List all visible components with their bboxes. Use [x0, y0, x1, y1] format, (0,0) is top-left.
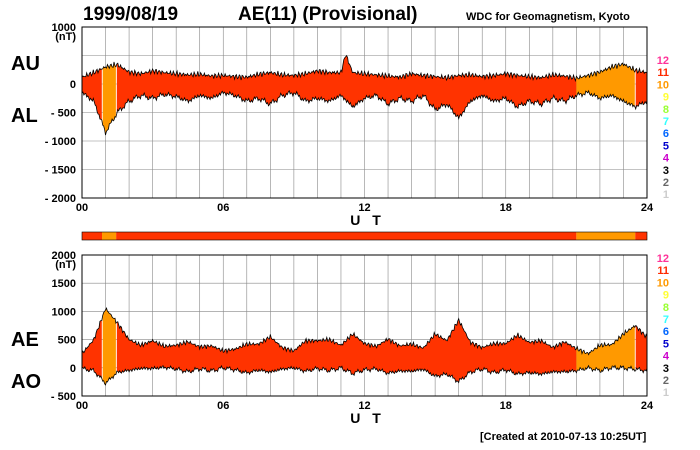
strip-segment-3 — [576, 232, 636, 240]
activity-band-fill-0 — [82, 320, 102, 379]
legend-level-11: 11 — [657, 67, 669, 79]
legend-level-8: 8 — [663, 104, 669, 116]
y-tick-label: - 500 — [51, 391, 76, 403]
legend-level-9: 9 — [663, 92, 669, 104]
y-tick-label: 1000 — [52, 22, 76, 34]
activity-band-fill-1 — [102, 62, 116, 135]
legend-level-12: 12 — [657, 253, 669, 265]
x-tick-label: 24 — [641, 202, 654, 214]
y-tick-label: 0 — [70, 79, 76, 91]
x-tick-label: 06 — [217, 202, 229, 214]
strip-segment-0 — [82, 232, 103, 240]
legend-level-4: 4 — [663, 351, 670, 363]
x-tick-label: 18 — [500, 400, 512, 412]
activity-band-fill-3 — [576, 325, 635, 373]
plot-frame — [81, 26, 648, 199]
al-series-line — [81, 89, 648, 136]
activity-band-fill-2 — [116, 318, 577, 383]
legend-level-1: 1 — [663, 387, 669, 399]
legend-level-6: 6 — [663, 326, 669, 338]
strip-segment-4 — [635, 232, 647, 240]
legend-level-11: 11 — [657, 265, 669, 277]
legend-level-5: 5 — [663, 338, 669, 350]
activity-band-fill-1 — [102, 308, 116, 385]
y-tick-label: 0 — [70, 363, 76, 375]
activity-band-fill-3 — [576, 63, 635, 107]
series-label-ae: AE — [11, 329, 39, 351]
y-tick-label: 1500 — [52, 278, 76, 290]
activity-band-fill-4 — [635, 68, 647, 109]
activity-band-fill-0 — [82, 68, 102, 121]
strip-frame — [81, 231, 648, 241]
au-series-line — [81, 54, 648, 83]
x-tick-label: 24 — [641, 400, 654, 412]
legend-level-3: 3 — [663, 165, 669, 177]
legend-level-5: 5 — [663, 140, 669, 152]
x-tick-label: 12 — [358, 400, 370, 412]
series-label-ao: AO — [11, 371, 41, 393]
legend-level-12: 12 — [657, 55, 669, 67]
y-tick-label: 500 — [58, 335, 76, 347]
created-timestamp: [Created at 2010-07-13 10:25UT] — [480, 431, 647, 443]
y-tick-label: - 1500 — [45, 165, 76, 177]
x-tick-label: 00 — [76, 400, 88, 412]
x-axis-label: U T — [350, 410, 385, 426]
legend-level-7: 7 — [663, 116, 669, 128]
y-tick-label: 1000 — [52, 306, 76, 318]
legend-level-1: 1 — [663, 189, 669, 201]
date-label: 1999/08/19 — [83, 4, 179, 25]
legend-level-2: 2 — [663, 177, 669, 189]
legend-level-4: 4 — [663, 153, 670, 165]
y-tick-label: - 500 — [51, 108, 76, 120]
unit-label: (nT) — [55, 259, 76, 271]
x-tick-label: 06 — [217, 400, 229, 412]
y-tick-label: - 1000 — [45, 136, 76, 148]
x-tick-label: 12 — [358, 202, 370, 214]
legend-level-2: 2 — [663, 375, 669, 387]
y-tick-label: - 2000 — [45, 193, 76, 205]
plot-frame — [81, 254, 648, 397]
organization-label: WDC for Geomagnetism, Kyoto — [466, 11, 630, 23]
unit-label: (nT) — [55, 31, 76, 43]
legend-level-7: 7 — [663, 314, 669, 326]
legend-level-9: 9 — [663, 290, 669, 302]
x-tick-label: 18 — [500, 202, 512, 214]
ae-series-line — [81, 307, 648, 356]
legend-level-10: 10 — [657, 277, 669, 289]
x-tick-label: 00 — [76, 202, 88, 214]
x-axis-label: U T — [350, 212, 385, 228]
chart-title: AE(11) (Provisional) — [238, 4, 418, 25]
series-label-al: AL — [11, 105, 38, 127]
legend-level-8: 8 — [663, 302, 669, 314]
ao-series-line — [81, 364, 648, 386]
strip-segment-2 — [116, 232, 577, 240]
activity-color-strip — [81, 231, 648, 241]
series-label-au: AU — [11, 53, 40, 75]
strip-segment-1 — [102, 232, 117, 240]
legend-level-3: 3 — [663, 363, 669, 375]
legend-level-6: 6 — [663, 128, 669, 140]
activity-band-fill-2 — [116, 55, 577, 119]
legend-level-10: 10 — [657, 79, 669, 91]
activity-band-fill-4 — [635, 325, 647, 373]
y-tick-label: 2000 — [52, 250, 76, 262]
